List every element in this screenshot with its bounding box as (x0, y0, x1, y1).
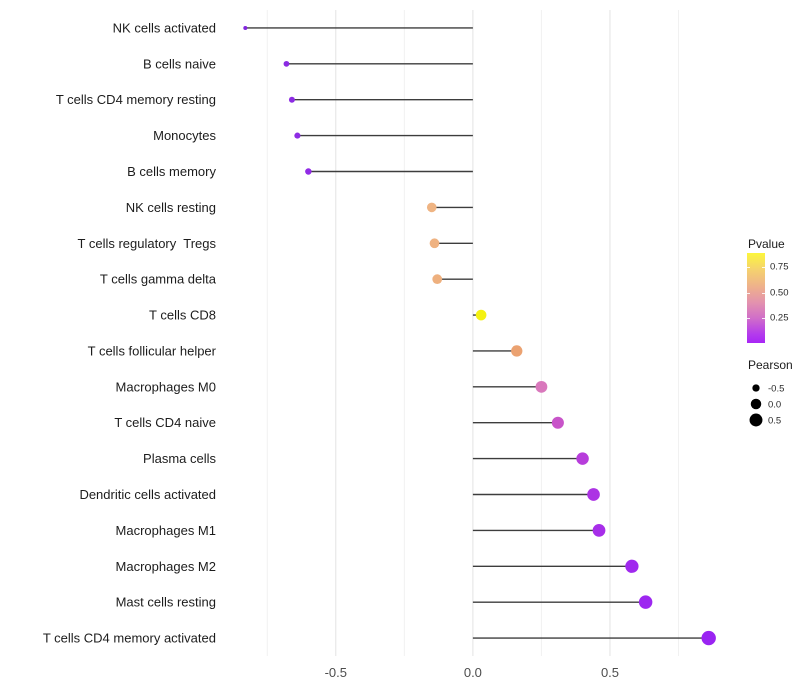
y-axis-label: Macrophages M2 (116, 559, 216, 574)
lollipop-dot (535, 380, 548, 393)
lollipop-dot (243, 25, 248, 30)
x-axis-tick-label: 0.5 (601, 665, 619, 680)
y-axis-label: T cells CD4 memory activated (43, 631, 216, 646)
pearson-legend-dot (752, 384, 760, 392)
y-axis-label: Mast cells resting (116, 595, 216, 610)
y-axis-label: NK cells activated (113, 20, 216, 35)
y-axis-label: T cells follicular helper (88, 343, 217, 358)
lollipop-dot (511, 345, 523, 357)
lollipop-dot (638, 595, 653, 609)
pearson-legend-label: -0.5 (768, 384, 784, 395)
y-axis-label: T cells gamma delta (100, 272, 217, 287)
lollipop-dot (701, 630, 716, 646)
y-axis-label: Macrophages M1 (116, 523, 216, 538)
colorbar-tick (762, 267, 765, 269)
lollipop-dot (283, 60, 290, 67)
lollipop-dot (475, 309, 487, 321)
colorbar-tick (762, 318, 765, 320)
pearson-size-legend: -0.5 0.0 0.5 (749, 384, 784, 427)
lollipop-dot (625, 559, 639, 573)
colorbar-tick (747, 267, 750, 269)
pearson-legend-label: 0.0 (768, 400, 781, 411)
lollipop-dot (426, 202, 437, 213)
y-axis-label: T cells regulatory Tregs (78, 236, 217, 251)
colorbar-tick (747, 292, 750, 294)
y-axis-label: Monocytes (153, 128, 216, 143)
lollipop-dot (587, 488, 600, 501)
y-axis-label: B cells memory (127, 164, 216, 179)
pearson-legend-dot (749, 413, 763, 427)
y-axis-label: NK cells resting (126, 200, 216, 215)
y-axis-label: Plasma cells (143, 451, 216, 466)
y-axis-label: Dendritic cells activated (79, 487, 216, 502)
lollipop-dot (305, 168, 312, 175)
pvalue-legend-title: Pvalue (748, 237, 785, 251)
pearson-legend-label: 0.5 (768, 416, 781, 427)
x-axis-tick-label: 0.0 (464, 665, 482, 680)
colorbar-tick (747, 318, 750, 320)
pvalue-tick-label: 0.25 (770, 312, 789, 324)
lollipop-dot (576, 452, 589, 465)
y-axis-label: Macrophages M0 (116, 379, 216, 394)
lollipop-dot (592, 524, 606, 537)
pvalue-legend-labels: 0.75 0.50 0.25 (770, 253, 800, 343)
pearson-legend-dot (750, 398, 762, 410)
lollipop-dot (429, 238, 440, 249)
pearson-legend-title: Pearson (748, 358, 793, 372)
lollipop-dot (288, 96, 295, 103)
y-axis-label: T cells CD4 memory resting (56, 92, 216, 107)
x-axis-tick-label: -0.5 (325, 665, 347, 680)
y-axis-label: B cells naive (143, 56, 216, 71)
pvalue-tick-label: 0.75 (770, 261, 789, 273)
lollipop-dot (294, 132, 301, 139)
lollipop-dot (432, 274, 443, 285)
y-axis-label: T cells CD4 naive (114, 415, 216, 430)
y-axis-label: T cells CD8 (149, 308, 216, 323)
lollipop-dot (551, 416, 564, 429)
colorbar-tick (762, 292, 765, 294)
pvalue-tick-label: 0.50 (770, 287, 789, 299)
pvalue-gradient-bar (747, 253, 765, 343)
